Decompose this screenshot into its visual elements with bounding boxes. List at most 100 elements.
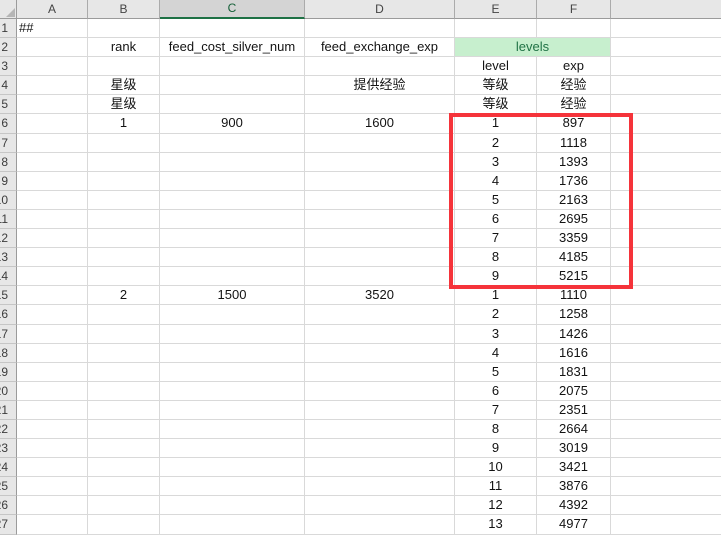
cell-F8[interactable]: 1393 [537, 152, 611, 172]
cell-B6[interactable]: 1 [88, 114, 160, 134]
empty-cell-filler[interactable] [611, 19, 721, 39]
cell-E19[interactable]: 5 [455, 362, 537, 382]
cell-E9[interactable]: 4 [455, 171, 537, 191]
cell-C4[interactable] [160, 76, 305, 96]
cell-A21[interactable] [17, 400, 88, 420]
cell-B4[interactable]: 星级 [88, 76, 160, 96]
cell-D21[interactable] [305, 400, 455, 420]
row-header-17[interactable]: 17 [0, 324, 17, 344]
row-header-24[interactable]: 24 [0, 458, 17, 478]
cell-F12[interactable]: 3359 [537, 229, 611, 249]
cell-B24[interactable] [88, 458, 160, 478]
empty-cell-filler[interactable] [611, 325, 721, 344]
empty-cell-filler[interactable] [611, 344, 721, 363]
cell-C27[interactable] [160, 515, 305, 535]
cell-A8[interactable] [17, 152, 88, 172]
cell-F14[interactable]: 5215 [537, 267, 611, 287]
cell-A7[interactable] [17, 133, 88, 153]
cell-B26[interactable] [88, 496, 160, 516]
cell-C18[interactable] [160, 343, 305, 363]
empty-cell-filler[interactable] [611, 210, 721, 230]
cell-A23[interactable] [17, 439, 88, 459]
cell-A26[interactable] [17, 496, 88, 516]
cell-F20[interactable]: 2075 [537, 381, 611, 401]
cell-E13[interactable]: 8 [455, 248, 537, 268]
cell-F19[interactable]: 1831 [537, 362, 611, 382]
cell-E20[interactable]: 6 [455, 381, 537, 401]
cell-B27[interactable] [88, 515, 160, 535]
cell-D18[interactable] [305, 343, 455, 363]
cell-D11[interactable] [305, 209, 455, 230]
cell-E26[interactable]: 12 [455, 496, 537, 516]
cell-F11[interactable]: 2695 [537, 209, 611, 230]
column-header-E[interactable]: E [455, 0, 537, 19]
cell-F21[interactable]: 2351 [537, 400, 611, 420]
cell-D27[interactable] [305, 515, 455, 535]
empty-cell-filler[interactable] [611, 95, 721, 115]
cell-C17[interactable] [160, 324, 305, 344]
cell-F4[interactable]: 经验 [537, 76, 611, 96]
cell-D25[interactable] [305, 477, 455, 497]
cell-A16[interactable] [17, 305, 88, 325]
cell-B18[interactable] [88, 343, 160, 363]
cell-E4[interactable]: 等级 [455, 76, 537, 96]
empty-cell-filler[interactable] [611, 496, 721, 516]
cell-B19[interactable] [88, 362, 160, 382]
cell-F18[interactable]: 1616 [537, 343, 611, 363]
cell-D8[interactable] [305, 152, 455, 172]
cell-F13[interactable]: 4185 [537, 248, 611, 268]
cell-E17[interactable]: 3 [455, 324, 537, 344]
cell-A19[interactable] [17, 362, 88, 382]
row-header-16[interactable]: 16 [0, 305, 17, 325]
empty-cell-filler[interactable] [611, 134, 721, 153]
cell-E6[interactable]: 1 [455, 114, 537, 134]
row-header-26[interactable]: 26 [0, 496, 17, 516]
cell-E25[interactable]: 11 [455, 477, 537, 497]
cell-D10[interactable] [305, 190, 455, 210]
cell-C9[interactable] [160, 171, 305, 191]
cell-A18[interactable] [17, 343, 88, 363]
cell-F5[interactable]: 经验 [537, 95, 611, 115]
cell-A10[interactable] [17, 190, 88, 210]
cell-B17[interactable] [88, 324, 160, 344]
column-header-B[interactable]: B [88, 0, 160, 19]
row-header-10[interactable]: 10 [0, 190, 17, 210]
cell-B23[interactable] [88, 439, 160, 459]
row-header-15[interactable]: 15 [0, 286, 17, 306]
cell-F15[interactable]: 1110 [537, 286, 611, 306]
cell-C15[interactable]: 1500 [160, 286, 305, 306]
cell-C26[interactable] [160, 496, 305, 516]
cell-A11[interactable] [17, 209, 88, 230]
cell-A27[interactable] [17, 515, 88, 535]
cell-B8[interactable] [88, 152, 160, 172]
cell-C10[interactable] [160, 190, 305, 210]
empty-cell-filler[interactable] [611, 439, 721, 459]
empty-cell-filler[interactable] [611, 248, 721, 268]
cell-B15[interactable]: 2 [88, 286, 160, 306]
empty-cell-filler[interactable] [611, 401, 721, 420]
cell-A22[interactable] [17, 419, 88, 440]
cell-D14[interactable] [305, 267, 455, 287]
cell-D5[interactable] [305, 95, 455, 115]
column-header-D[interactable]: D [305, 0, 455, 19]
empty-cell-filler[interactable] [611, 38, 721, 58]
cell-C20[interactable] [160, 381, 305, 401]
cell-B3[interactable] [88, 57, 160, 77]
cell-D2[interactable]: feed_exchange_exp [305, 38, 455, 58]
cell-C13[interactable] [160, 248, 305, 268]
cell-C2[interactable]: feed_cost_silver_num [160, 38, 305, 58]
cell-E5[interactable]: 等级 [455, 95, 537, 115]
cell-A13[interactable] [17, 248, 88, 268]
row-header-18[interactable]: 18 [0, 343, 17, 363]
empty-cell-filler[interactable] [611, 267, 721, 287]
cell-E27[interactable]: 13 [455, 515, 537, 535]
cell-D1[interactable] [305, 19, 455, 39]
cell-E14[interactable]: 9 [455, 267, 537, 287]
cell-A9[interactable] [17, 171, 88, 191]
cell-B21[interactable] [88, 400, 160, 420]
empty-cell-filler[interactable] [611, 286, 721, 306]
cell-D9[interactable] [305, 171, 455, 191]
cell-A24[interactable] [17, 458, 88, 478]
row-header-4[interactable]: 4 [0, 76, 17, 96]
empty-cell-filler[interactable] [611, 172, 721, 191]
